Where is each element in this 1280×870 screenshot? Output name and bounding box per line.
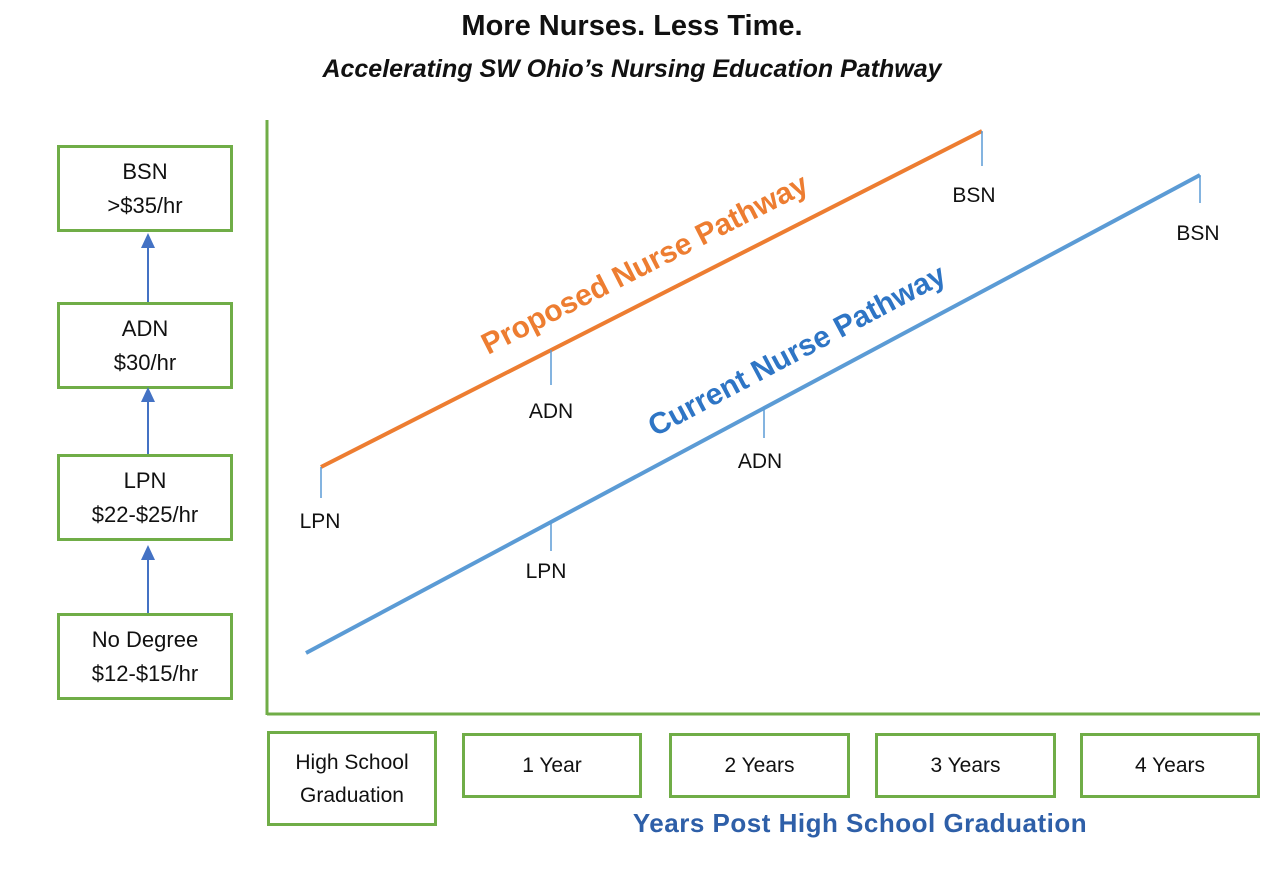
- stage-wage: $22-$25/hr: [91, 501, 199, 527]
- stage-name: BSN: [122, 158, 168, 184]
- current-bsn-label: BSN: [1176, 222, 1219, 245]
- current-pathway-line: [305, 173, 1201, 655]
- timeline-box-3-years: 3 Years: [875, 733, 1056, 798]
- stage-name: No Degree: [91, 626, 199, 652]
- current-adn-label: ADN: [738, 450, 782, 473]
- stage-box-lpn: LPN $22-$25/hr: [57, 454, 233, 541]
- x-axis-caption: Years Post High School Graduation: [632, 808, 1088, 838]
- proposed-pathway-label: Proposed Nurse Pathway: [476, 167, 814, 361]
- arrow-head-icon: [141, 233, 155, 248]
- diagram-title: More Nurses. Less Time.: [461, 10, 803, 42]
- timeline-box-hs-graduation: High School Graduation: [267, 731, 437, 826]
- timeline-box-2-years: 2 Years: [669, 733, 850, 798]
- timeline-box-1-year: 1 Year: [462, 733, 642, 798]
- current-lpn-label: LPN: [526, 560, 567, 583]
- stage-box-bsn: BSN >$35/hr: [57, 145, 233, 232]
- proposed-pathway-line: [320, 129, 983, 469]
- stage-name: ADN: [121, 315, 169, 341]
- stage-wage: $12-$15/hr: [91, 660, 199, 686]
- arrow-head-icon: [141, 387, 155, 402]
- stage-wage: $30/hr: [113, 349, 177, 375]
- ladder-arrows: [141, 233, 155, 613]
- stage-box-adn: ADN $30/hr: [57, 302, 233, 389]
- proposed-bsn-label: BSN: [952, 184, 995, 207]
- diagram-subtitle: Accelerating SW Ohio’s Nursing Education…: [322, 55, 942, 83]
- stage-wage: >$35/hr: [107, 192, 183, 218]
- proposed-adn-label: ADN: [529, 400, 573, 423]
- proposed-lpn-label: LPN: [300, 510, 341, 533]
- current-pathway-label: Current Nurse Pathway: [643, 258, 952, 443]
- stage-name: LPN: [123, 467, 167, 493]
- stage-box-no-degree: No Degree $12-$15/hr: [57, 613, 233, 700]
- timeline-box-4-years: 4 Years: [1080, 733, 1260, 798]
- arrow-head-icon: [141, 545, 155, 560]
